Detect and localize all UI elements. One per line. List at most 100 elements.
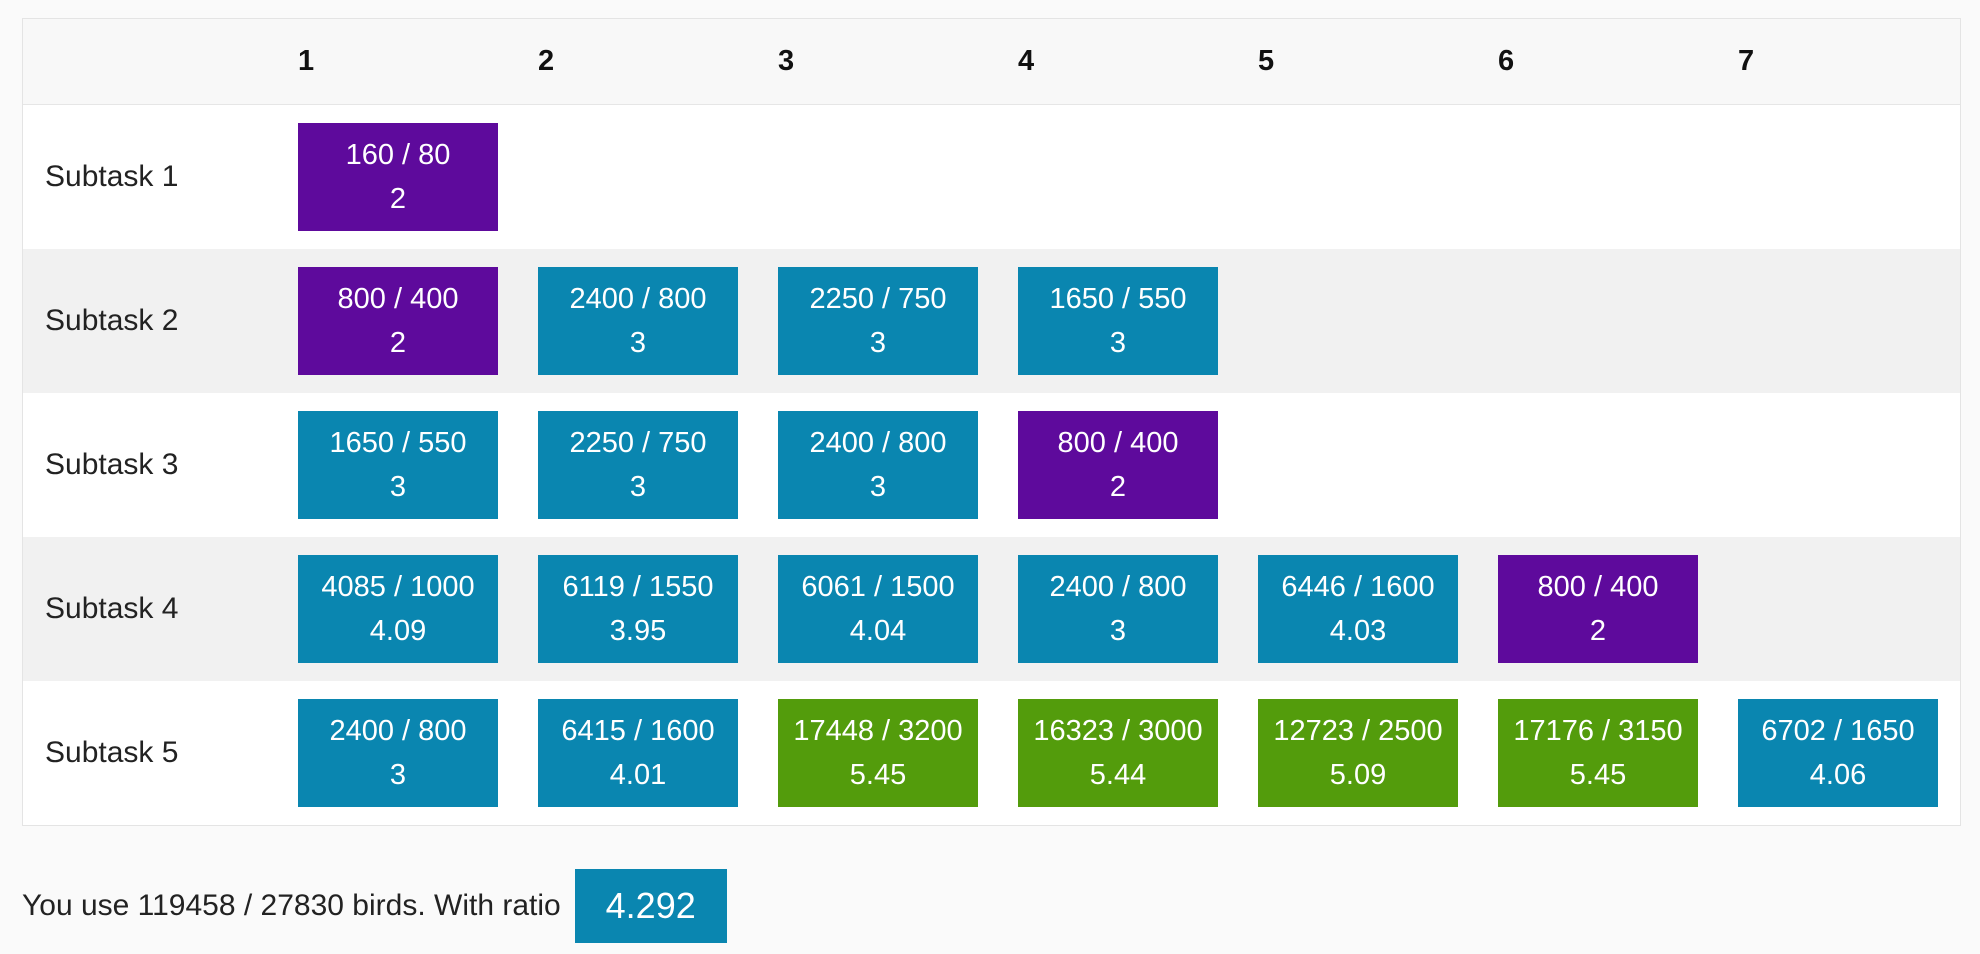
grid-cell: 1650 / 550 3 [298, 393, 538, 537]
tile-fraction: 17176 / 3150 [1513, 715, 1683, 747]
grid-cell: 2400 / 800 3 [298, 681, 538, 825]
subtask-tile[interactable]: 800 / 400 2 [1498, 555, 1698, 663]
column-header-3: 3 [778, 45, 795, 77]
column-header-6: 6 [1498, 45, 1515, 77]
grid-cell: 6415 / 1600 4.01 [538, 681, 778, 825]
subtask-label: Subtask 4 [45, 592, 179, 625]
tile-fraction: 800 / 400 [1537, 571, 1659, 603]
tile-ratio: 3 [629, 327, 647, 359]
subtask-tile[interactable]: 1650 / 550 3 [298, 411, 498, 519]
subtask-tile[interactable]: 6119 / 1550 3.95 [538, 555, 738, 663]
tile-ratio: 3 [1109, 615, 1127, 647]
tile-ratio: 3 [869, 471, 887, 503]
tile-fraction: 6415 / 1600 [561, 715, 715, 747]
tile-fraction: 4085 / 1000 [321, 571, 475, 603]
tile-ratio: 5.09 [1329, 759, 1387, 791]
tile-ratio: 2 [389, 327, 407, 359]
tile-ratio: 4.04 [849, 615, 907, 647]
column-header-row: 1 2 3 4 5 6 7 [23, 19, 1960, 105]
subtask-grid: 1 2 3 4 5 6 7 Subtask 1 160 / 80 2 Subtask 2 800 /… [22, 18, 1961, 826]
tile-ratio: 3 [389, 471, 407, 503]
tile-fraction: 2400 / 800 [809, 427, 947, 459]
tile-ratio: 3 [869, 327, 887, 359]
tile-ratio: 4.03 [1329, 615, 1387, 647]
subtask-tile[interactable]: 6446 / 1600 4.03 [1258, 555, 1458, 663]
subtask-label: Subtask 3 [45, 448, 179, 481]
grid-cell: 16323 / 3000 5.44 [1018, 681, 1258, 825]
subtask-tile[interactable]: 17176 / 3150 5.45 [1498, 699, 1698, 807]
subtask-tile[interactable]: 2400 / 800 3 [778, 411, 978, 519]
grid-cell: 6119 / 1550 3.95 [538, 537, 778, 681]
tile-ratio: 4.09 [369, 615, 427, 647]
tile-fraction: 17448 / 3200 [793, 715, 963, 747]
grid-cell: 6702 / 1650 4.06 [1738, 681, 1978, 825]
grid-cell: 6061 / 1500 4.04 [778, 537, 1018, 681]
grid-cell: 17176 / 3150 5.45 [1498, 681, 1738, 825]
tile-ratio: 5.45 [1569, 759, 1627, 791]
subtask-row-1: Subtask 1 160 / 80 2 [23, 105, 1960, 249]
tile-fraction: 800 / 400 [1057, 427, 1179, 459]
subtask-tile[interactable]: 2250 / 750 3 [778, 267, 978, 375]
subtask-row-3: Subtask 3 1650 / 550 3 2250 / 750 3 2400 / 80… [23, 393, 1960, 537]
grid-cell: 800 / 400 2 [298, 249, 538, 393]
subtask-tile[interactable]: 160 / 80 2 [298, 123, 498, 231]
tile-ratio: 3.95 [609, 615, 667, 647]
tile-fraction: 6446 / 1600 [1281, 571, 1435, 603]
subtask-row-2: Subtask 2 800 / 400 2 2400 / 800 3 2250 / 750… [23, 249, 1960, 393]
tile-fraction: 16323 / 3000 [1033, 715, 1203, 747]
tile-ratio: 2 [389, 183, 407, 215]
grid-cell: 2250 / 750 3 [778, 249, 1018, 393]
tile-ratio: 3 [629, 471, 647, 503]
tile-fraction: 2250 / 750 [809, 283, 947, 315]
tile-fraction: 1650 / 550 [329, 427, 467, 459]
tile-ratio: 2 [1589, 615, 1607, 647]
grid-cell: 800 / 400 2 [1498, 537, 1738, 681]
subtask-label: Subtask 1 [45, 160, 179, 193]
subtask-tile[interactable]: 2400 / 800 3 [538, 267, 738, 375]
tile-fraction: 12723 / 2500 [1273, 715, 1443, 747]
tile-fraction: 6119 / 1550 [562, 571, 714, 603]
subtask-row-5: Subtask 5 2400 / 800 3 6415 / 1600 4.01 17448… [23, 681, 1960, 825]
tile-ratio: 4.01 [609, 759, 667, 791]
tile-ratio: 5.45 [849, 759, 907, 791]
ratio-badge: 4.292 [574, 869, 727, 943]
column-header-7: 7 [1738, 45, 1755, 77]
grid-cell: 6446 / 1600 4.03 [1258, 537, 1498, 681]
subtask-tile[interactable]: 800 / 400 2 [298, 267, 498, 375]
column-header-2: 2 [538, 45, 555, 77]
subtask-row-4: Subtask 4 4085 / 1000 4.09 6119 / 1550 3.95 6… [23, 537, 1960, 681]
subtask-tile[interactable]: 1650 / 550 3 [1018, 267, 1218, 375]
tile-ratio: 4.06 [1809, 759, 1867, 791]
tile-ratio: 3 [1109, 327, 1127, 359]
subtask-label: Subtask 5 [45, 736, 179, 769]
grid-cell: 2400 / 800 3 [538, 249, 778, 393]
tile-fraction: 800 / 400 [337, 283, 459, 315]
grid-cell: 1650 / 550 3 [1018, 249, 1258, 393]
subtask-tile[interactable]: 6061 / 1500 4.04 [778, 555, 978, 663]
tile-fraction: 2400 / 800 [329, 715, 467, 747]
grid-cell: 4085 / 1000 4.09 [298, 537, 538, 681]
subtask-tile[interactable]: 4085 / 1000 4.09 [298, 555, 498, 663]
column-header-1: 1 [298, 45, 315, 77]
tile-fraction: 160 / 80 [345, 139, 451, 171]
grid-cell: 17448 / 3200 5.45 [778, 681, 1018, 825]
subtask-tile[interactable]: 800 / 400 2 [1018, 411, 1218, 519]
tile-fraction: 6061 / 1500 [801, 571, 955, 603]
tile-ratio: 5.44 [1089, 759, 1147, 791]
summary-footer: You use 119458 / 27830 birds. With ratio… [22, 868, 727, 944]
summary-text: You use 119458 / 27830 birds. With ratio [22, 889, 561, 922]
subtask-tile[interactable]: 6415 / 1600 4.01 [538, 699, 738, 807]
subtask-tile[interactable]: 6702 / 1650 4.06 [1738, 699, 1938, 807]
subtask-tile[interactable]: 16323 / 3000 5.44 [1018, 699, 1218, 807]
grid-cell: 800 / 400 2 [1018, 393, 1258, 537]
grid-cell: 2400 / 800 3 [1018, 537, 1258, 681]
subtask-tile[interactable]: 12723 / 2500 5.09 [1258, 699, 1458, 807]
subtask-tile[interactable]: 2400 / 800 3 [1018, 555, 1218, 663]
subtask-tile[interactable]: 2250 / 750 3 [538, 411, 738, 519]
grid-cell: 2250 / 750 3 [538, 393, 778, 537]
tile-fraction: 2250 / 750 [569, 427, 707, 459]
subtask-tile[interactable]: 17448 / 3200 5.45 [778, 699, 978, 807]
grid-cell: 2400 / 800 3 [778, 393, 1018, 537]
tile-fraction: 2400 / 800 [1049, 571, 1187, 603]
subtask-tile[interactable]: 2400 / 800 3 [298, 699, 498, 807]
